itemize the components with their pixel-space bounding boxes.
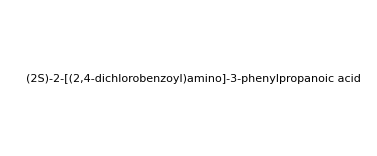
Text: (2S)-2-[(2,4-dichlorobenzoyl)amino]-3-phenylpropanoic acid: (2S)-2-[(2,4-dichlorobenzoyl)amino]-3-ph… [26, 74, 361, 84]
